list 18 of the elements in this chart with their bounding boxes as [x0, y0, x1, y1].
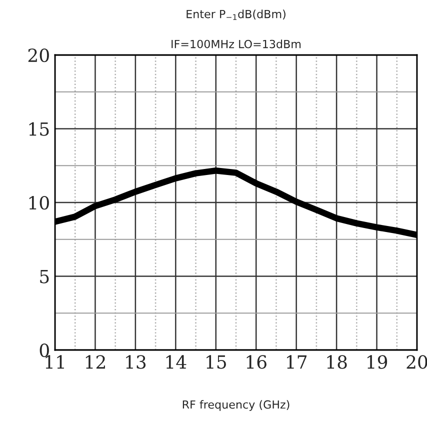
x-tick-label: 19 [367, 355, 388, 369]
y-tick-label: 0 [40, 343, 49, 358]
x-tick-label: 16 [246, 355, 266, 369]
x-tick-label: 12 [86, 355, 105, 369]
x-tick-label: 11 [46, 355, 64, 369]
x-tick-label: 15 [206, 355, 226, 369]
x-tick-label: 13 [126, 355, 146, 369]
x-axis-title: RF frequency (GHz) [182, 400, 290, 411]
x-tick-label: 14 [166, 355, 186, 369]
x-tick-label: 20 [406, 355, 427, 369]
x-tick-label: 17 [287, 355, 307, 369]
chart-title: Enter P$_{−1}$dB(dBm) [186, 10, 286, 20]
chart-subtitle: IF=100MHz LO=13dBm [172, 40, 301, 48]
y-tick-label: 15 [29, 122, 49, 136]
x-tick-label: 18 [327, 355, 347, 369]
y-tick-label: 10 [29, 196, 49, 210]
y-tick-label: 5 [40, 270, 49, 284]
y-tick-label: 20 [28, 48, 49, 62]
